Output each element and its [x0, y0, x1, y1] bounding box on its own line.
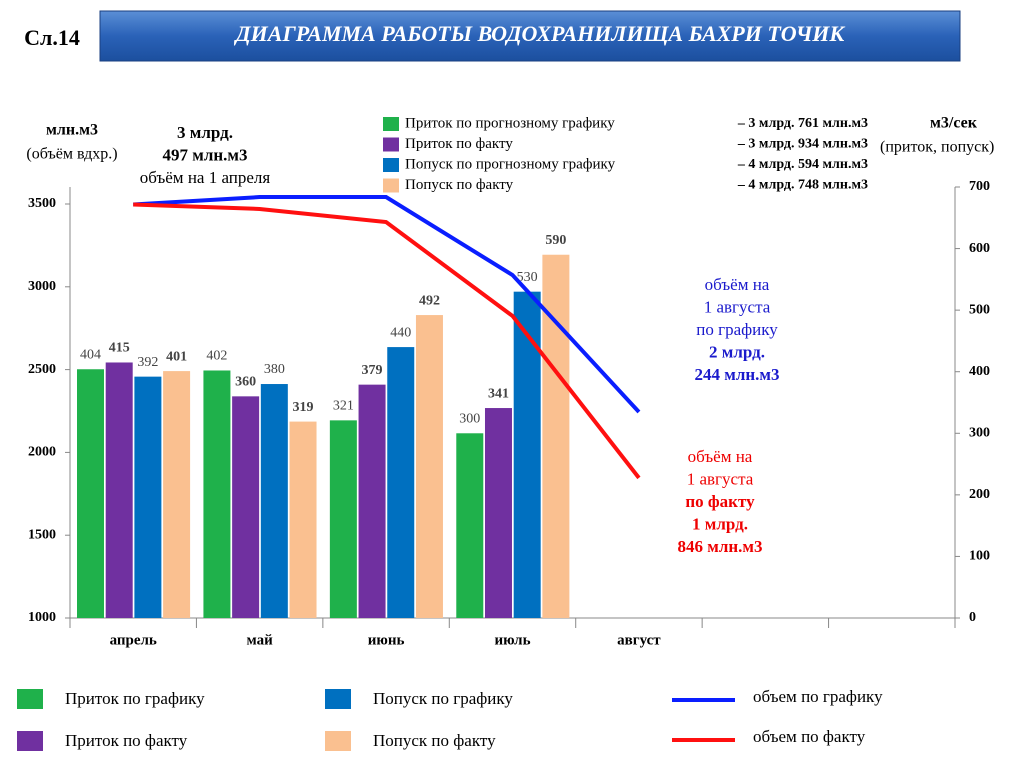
- bar: [358, 384, 386, 618]
- legend-swatch: [17, 689, 43, 709]
- value-label: 590: [545, 233, 566, 248]
- legend-label: Попуск по прогнозному графику: [405, 156, 616, 172]
- line: [133, 195, 641, 414]
- annotation: объём на: [688, 447, 753, 466]
- legend-swatch: [383, 137, 399, 152]
- bar: [232, 396, 260, 618]
- legend-label: Приток по факту: [405, 136, 513, 152]
- legend-swatch: [383, 158, 399, 172]
- legend-total: – 3 млрд. 934 млн.м3: [737, 137, 868, 152]
- y2-tick-label: 100: [969, 549, 990, 564]
- annotation: по факту: [685, 492, 755, 511]
- legend-total: – 4 млрд. 594 млн.м3: [737, 157, 868, 172]
- annotation: 497 млн.м3: [163, 145, 248, 164]
- value-label: 341: [488, 386, 509, 401]
- y2-tick-label: 600: [969, 241, 990, 256]
- legend-swatch: [17, 731, 43, 751]
- y-tick-label: 2500: [28, 362, 56, 377]
- x-tick-label: май: [247, 632, 274, 648]
- title-box: [99, 10, 961, 62]
- legend-label: Попуск по факту: [405, 177, 514, 193]
- y2-tick-label: 300: [969, 426, 990, 441]
- value-label: 401: [166, 349, 187, 364]
- y2-tick-label: 500: [969, 302, 990, 317]
- legend-swatch: [383, 117, 399, 131]
- y-axis-label: млн.м3: [46, 122, 98, 139]
- bar: [163, 371, 191, 618]
- x-tick-label: август: [617, 632, 661, 648]
- annotation: 3 млрд.: [177, 123, 233, 142]
- y2-tick-label: 400: [969, 364, 990, 379]
- legend-label: Попуск по факту: [373, 731, 496, 750]
- y2-tick-label: 0: [969, 610, 976, 625]
- value-label: 380: [264, 362, 285, 377]
- y2-tick-label: 200: [969, 487, 990, 502]
- legend-total: – 3 млрд. 761 млн.м3: [737, 116, 868, 131]
- y-tick-label: 1000: [28, 610, 56, 625]
- value-label: 530: [517, 270, 538, 285]
- bar: [387, 347, 415, 618]
- line: [133, 202, 641, 480]
- y2-axis-label: (приток, попуск): [880, 139, 994, 156]
- legend-label: Приток по факту: [65, 731, 188, 750]
- annotation: объём на: [705, 275, 770, 294]
- annotation: 244 млн.м3: [695, 365, 780, 384]
- bar: [456, 433, 484, 618]
- chart-title: ДИАГРАММА РАБОТЫ ВОДОХРАНИЛИЩА БАХРИ ТОЧ…: [234, 21, 846, 46]
- value-label: 440: [390, 325, 411, 340]
- value-label: 321: [333, 399, 354, 414]
- value-label: 402: [206, 349, 227, 364]
- annotation: объём на 1 апреля: [140, 168, 271, 187]
- annotation: по графику: [696, 320, 778, 339]
- value-label: 300: [459, 412, 480, 427]
- value-label: 360: [235, 375, 256, 390]
- bar: [329, 420, 357, 618]
- annotation: 2 млрд.: [709, 342, 765, 361]
- bar: [105, 362, 133, 618]
- bar: [415, 315, 443, 618]
- value-label: 404: [80, 347, 101, 362]
- bar: [513, 291, 541, 618]
- slide-label: Сл.14: [24, 25, 80, 50]
- legend-label: Приток по прогнозному графику: [405, 115, 615, 131]
- legend-label: объем по графику: [753, 687, 883, 706]
- value-label: 319: [293, 400, 314, 415]
- x-tick-label: апрель: [110, 632, 157, 648]
- value-label: 492: [419, 293, 440, 308]
- y-tick-label: 3500: [28, 196, 56, 211]
- bar: [203, 370, 231, 618]
- y-axis-label: (объём вдхр.): [26, 146, 117, 163]
- y2-tick-label: 700: [969, 179, 990, 194]
- legend-label: Попуск по графику: [373, 689, 513, 708]
- value-label: 392: [137, 355, 158, 370]
- bar: [484, 408, 512, 618]
- bar: [77, 369, 104, 618]
- value-label: 379: [362, 363, 383, 378]
- x-tick-label: июль: [494, 632, 530, 648]
- x-tick-label: июнь: [368, 632, 405, 648]
- bar: [134, 376, 162, 618]
- value-label: 415: [109, 341, 130, 356]
- legend-swatch: [383, 178, 399, 193]
- bar: [260, 384, 288, 618]
- bar: [289, 421, 317, 618]
- bar: [542, 254, 570, 618]
- y-tick-label: 2000: [28, 445, 56, 460]
- legend-label: объем по факту: [753, 727, 866, 746]
- annotation: 1 млрд.: [692, 514, 748, 533]
- y2-axis-label: м3/сек: [930, 115, 978, 132]
- y-tick-label: 1500: [28, 527, 56, 542]
- legend-swatch: [325, 731, 351, 751]
- legend-swatch: [325, 689, 351, 709]
- legend-total: – 4 млрд. 748 млн.м3: [737, 178, 868, 193]
- annotation: 1 августа: [687, 469, 754, 488]
- annotation: 1 августа: [704, 297, 771, 316]
- legend-label: Приток по графику: [65, 689, 205, 708]
- y-tick-label: 3000: [28, 279, 56, 294]
- annotation: 846 млн.м3: [678, 537, 763, 556]
